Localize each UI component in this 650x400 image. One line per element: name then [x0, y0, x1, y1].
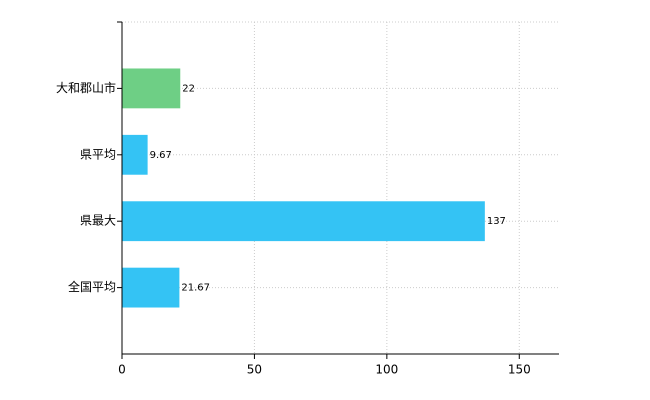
value-label: 137 — [487, 216, 506, 227]
y-tick-label: 大和郡山市 — [56, 80, 116, 95]
bar — [122, 134, 148, 175]
x-tick-label: 100 — [375, 363, 398, 377]
y-tick-label: 県平均 — [80, 147, 116, 161]
bar — [122, 201, 485, 242]
x-tick-label: 50 — [247, 363, 262, 377]
value-label: 9.67 — [150, 150, 172, 161]
value-label: 22 — [182, 83, 195, 94]
x-tick-label: 150 — [508, 363, 531, 377]
x-tick-label: 0 — [118, 363, 126, 377]
y-tick-label: 県最大 — [80, 214, 116, 228]
y-tick-label: 全国平均 — [68, 279, 116, 294]
value-label: 21.67 — [181, 283, 210, 294]
bar — [122, 267, 180, 308]
bar — [122, 68, 181, 109]
